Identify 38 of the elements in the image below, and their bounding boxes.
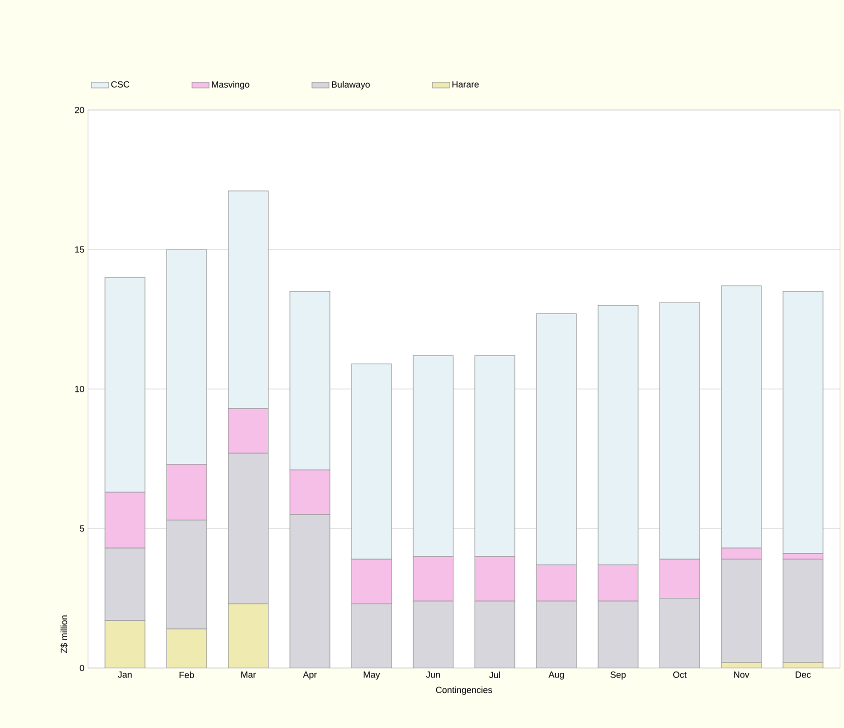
x-tick-label: Feb xyxy=(180,672,194,678)
x-tick-label: Mar xyxy=(241,672,256,678)
bar xyxy=(166,520,207,630)
bar xyxy=(352,604,392,668)
legend-label: CSC xyxy=(111,81,130,88)
x-tick-label: Jan xyxy=(118,672,132,678)
legend-label: Bulawayo xyxy=(332,81,370,90)
bar xyxy=(228,604,268,668)
bar xyxy=(228,452,269,604)
bar xyxy=(104,548,146,621)
x-tick-label: Aug xyxy=(548,672,564,680)
bar xyxy=(782,558,824,663)
x-tick-label: Nov xyxy=(734,672,750,678)
x-tick-label: Dec xyxy=(796,672,811,678)
legend-label: Masvingo xyxy=(212,81,250,90)
bar xyxy=(536,601,576,668)
bar xyxy=(104,620,145,668)
y-tick-label: 10 xyxy=(75,386,84,392)
x-tick-label: May xyxy=(364,672,380,680)
x-tick-label: Oct xyxy=(673,672,687,678)
bar xyxy=(660,598,700,668)
bar xyxy=(721,558,762,663)
bar xyxy=(166,628,207,668)
x-tick-label: Jul xyxy=(489,672,500,678)
bar xyxy=(290,514,330,668)
y-tick-label: 5 xyxy=(80,525,84,532)
x-tick-label: Sep xyxy=(610,672,626,680)
x-tick-label: Jun xyxy=(426,672,440,678)
x-axis-title: Contingencies xyxy=(436,686,492,695)
bar xyxy=(598,601,638,668)
bar xyxy=(413,601,454,668)
legend-label: Harare xyxy=(452,81,479,88)
y-axis-title: Z$ million xyxy=(60,616,68,654)
y-tick-label: 20 xyxy=(74,106,84,114)
y-tick-label: 0 xyxy=(80,664,84,672)
x-tick-label: Apr xyxy=(302,672,317,680)
bar xyxy=(474,601,515,668)
y-tick-label: 15 xyxy=(75,246,84,253)
